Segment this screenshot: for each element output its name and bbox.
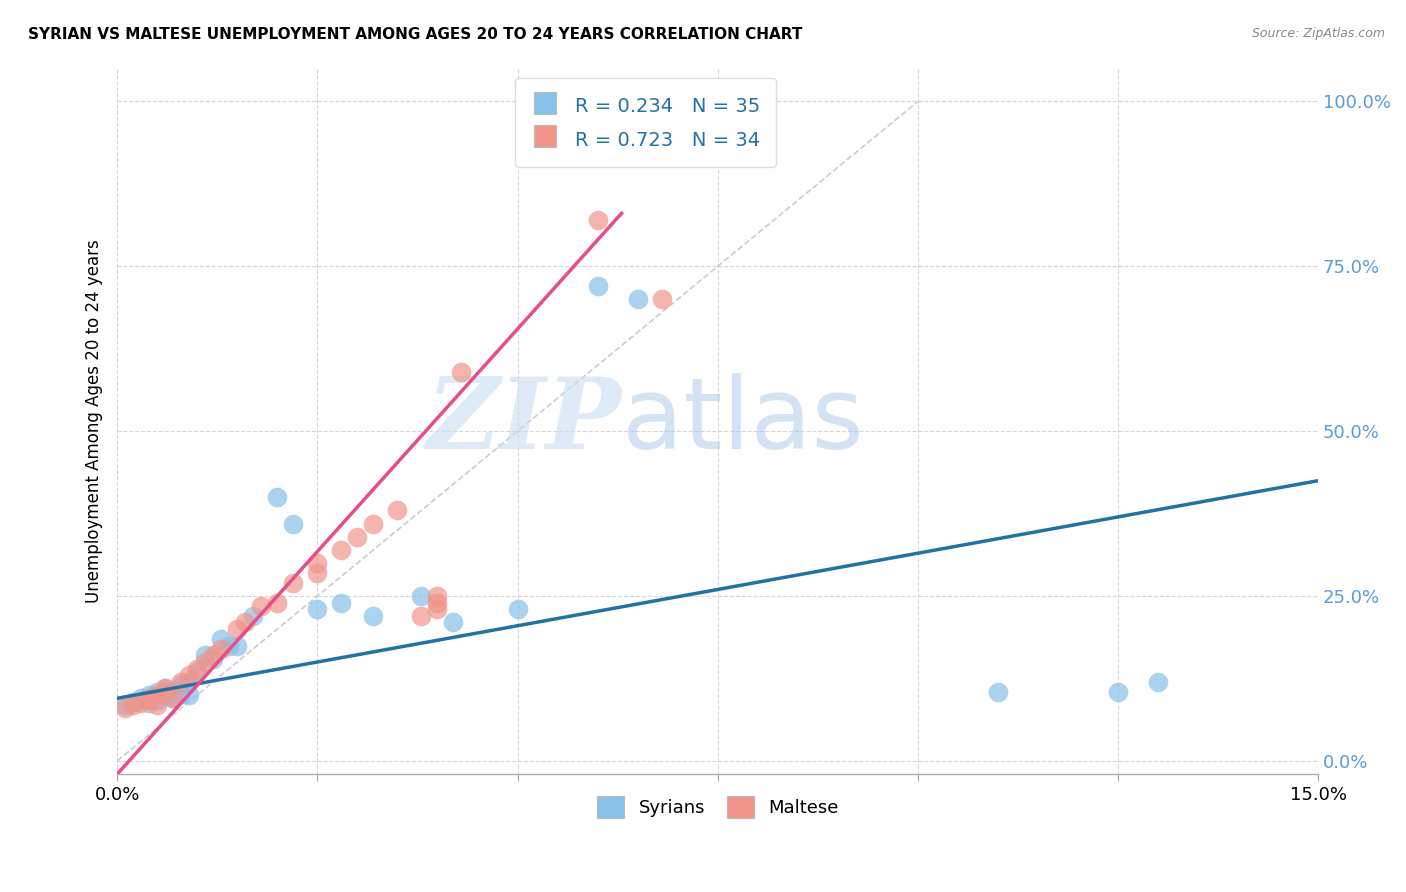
Point [146, 688, 169, 702]
Point [179, 674, 201, 689]
Point [506, 602, 529, 616]
Point [179, 688, 201, 702]
Point [209, 632, 232, 646]
Point [411, 608, 433, 623]
Point [170, 678, 193, 692]
Point [138, 696, 160, 710]
Point [218, 639, 240, 653]
Point [450, 365, 472, 379]
Point [242, 608, 264, 623]
Point [186, 662, 208, 676]
Point [129, 696, 152, 710]
Point [155, 681, 177, 696]
Point [586, 213, 609, 227]
Point [202, 651, 225, 665]
Text: Source: ZipAtlas.com: Source: ZipAtlas.com [1251, 27, 1385, 40]
Point [307, 602, 329, 616]
Y-axis label: Unemployment Among Ages 20 to 24 years: Unemployment Among Ages 20 to 24 years [86, 239, 103, 603]
Point [330, 596, 353, 610]
Point [226, 639, 249, 653]
Point [155, 681, 177, 696]
Text: atlas: atlas [621, 373, 863, 470]
Point [138, 688, 160, 702]
Point [170, 674, 193, 689]
Point [122, 698, 145, 712]
Point [162, 691, 184, 706]
Point [114, 698, 136, 712]
Point [146, 693, 169, 707]
Point [651, 293, 673, 307]
Point [283, 575, 305, 590]
Point [226, 622, 249, 636]
Point [307, 556, 329, 570]
Point [162, 691, 184, 706]
Point [155, 690, 177, 704]
Text: ZIP: ZIP [426, 373, 621, 469]
Point [186, 665, 208, 679]
Point [138, 693, 160, 707]
Point [266, 490, 288, 504]
Point [138, 691, 160, 706]
Point [209, 641, 232, 656]
Point [202, 648, 225, 663]
Point [266, 596, 288, 610]
Point [129, 691, 152, 706]
Point [387, 503, 409, 517]
Point [1107, 684, 1129, 698]
Point [443, 615, 465, 630]
Point [250, 599, 273, 613]
Text: SYRIAN VS MALTESE UNEMPLOYMENT AMONG AGES 20 TO 24 YEARS CORRELATION CHART: SYRIAN VS MALTESE UNEMPLOYMENT AMONG AGE… [28, 27, 803, 42]
Point [233, 615, 256, 630]
Point [426, 596, 449, 610]
Point [363, 608, 385, 623]
Point [586, 279, 609, 293]
Point [146, 698, 169, 712]
Point [1147, 674, 1170, 689]
Point [363, 516, 385, 531]
Point [194, 655, 217, 669]
Point [411, 589, 433, 603]
Point [162, 682, 184, 697]
Point [114, 701, 136, 715]
Point [626, 293, 648, 307]
Point [426, 589, 449, 603]
Point [330, 542, 353, 557]
Point [283, 516, 305, 531]
Point [155, 684, 177, 698]
Point [426, 602, 449, 616]
Point [307, 566, 329, 580]
Legend: Syrians, Maltese: Syrians, Maltese [589, 789, 845, 825]
Point [194, 648, 217, 663]
Point [346, 530, 368, 544]
Point [987, 684, 1010, 698]
Point [179, 668, 201, 682]
Point [122, 695, 145, 709]
Point [170, 687, 193, 701]
Point [146, 684, 169, 698]
